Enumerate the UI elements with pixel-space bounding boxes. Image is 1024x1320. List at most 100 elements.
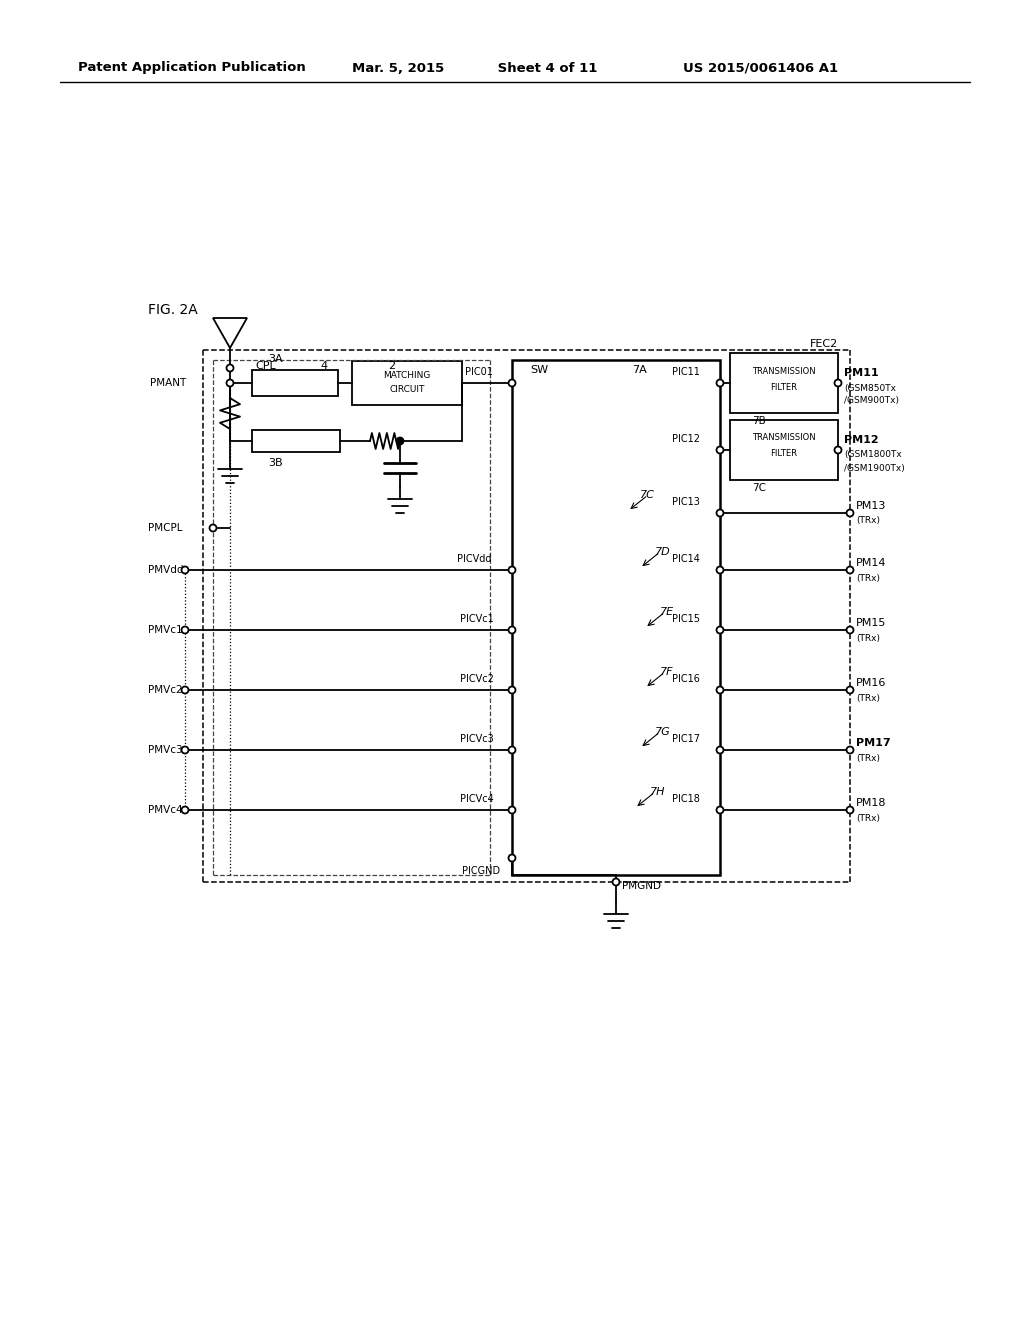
Text: (GSM1800Tx: (GSM1800Tx [844,450,902,459]
Circle shape [509,854,515,862]
Text: 2: 2 [388,360,395,371]
Text: PIC15: PIC15 [672,614,700,624]
Text: 7A: 7A [632,366,647,375]
Text: (GSM850Tx: (GSM850Tx [844,384,896,392]
Text: PM13: PM13 [856,502,887,511]
Text: PMVc1: PMVc1 [148,624,182,635]
Text: /GSM1900Tx): /GSM1900Tx) [844,463,905,473]
Text: (TRx): (TRx) [856,693,880,702]
Text: 3B: 3B [268,458,283,469]
Text: 7C: 7C [752,483,766,492]
Circle shape [717,627,724,634]
Text: PIC17: PIC17 [672,734,700,744]
Circle shape [612,879,620,886]
Circle shape [509,627,515,634]
Circle shape [509,380,515,387]
Text: 7F: 7F [660,667,674,677]
Text: PIC11: PIC11 [672,367,699,378]
Text: TRANSMISSION: TRANSMISSION [753,367,816,375]
Text: US 2015/0061406 A1: US 2015/0061406 A1 [683,62,838,74]
Text: PM15: PM15 [856,618,887,628]
Text: 4: 4 [319,360,327,371]
Circle shape [847,627,853,634]
Text: PIC13: PIC13 [672,498,699,507]
Text: TRANSMISSION: TRANSMISSION [753,433,816,442]
Text: (TRx): (TRx) [856,754,880,763]
Text: SW: SW [530,366,548,375]
FancyBboxPatch shape [512,360,720,875]
FancyBboxPatch shape [730,352,838,413]
Circle shape [181,627,188,634]
Text: PICVc2: PICVc2 [460,675,494,684]
Text: 7E: 7E [660,607,674,616]
Circle shape [847,686,853,693]
Circle shape [509,747,515,754]
Text: PMCPL: PMCPL [148,523,182,533]
Text: CPL: CPL [255,360,275,371]
Text: PM11: PM11 [844,368,879,378]
Circle shape [226,364,233,371]
Text: 7B: 7B [752,416,766,426]
Circle shape [717,446,724,454]
Circle shape [717,566,724,573]
Text: 7G: 7G [655,727,671,737]
Text: PMVdd: PMVdd [148,565,183,576]
FancyBboxPatch shape [730,420,838,480]
Circle shape [717,747,724,754]
Circle shape [717,686,724,693]
Text: CIRCUIT: CIRCUIT [389,384,425,393]
Text: PM12: PM12 [844,436,879,445]
Text: (TRx): (TRx) [856,516,880,525]
Text: PM16: PM16 [856,678,887,688]
Text: MATCHING: MATCHING [383,371,431,380]
Text: PM17: PM17 [856,738,891,748]
Text: PICVc4: PICVc4 [460,795,494,804]
Circle shape [210,524,216,532]
Text: FILTER: FILTER [770,450,798,458]
Text: PM14: PM14 [856,558,887,568]
Text: PICGND: PICGND [462,866,500,876]
Circle shape [396,437,403,445]
Text: PIC18: PIC18 [672,795,699,804]
Text: FILTER: FILTER [770,383,798,392]
Text: (TRx): (TRx) [856,813,880,822]
Circle shape [509,686,515,693]
Text: PMVc4: PMVc4 [148,805,182,814]
Text: PICVc1: PICVc1 [460,614,494,624]
Circle shape [847,807,853,813]
Text: Patent Application Publication: Patent Application Publication [78,62,306,74]
FancyBboxPatch shape [252,370,338,396]
Circle shape [835,380,842,387]
Text: /GSM900Tx): /GSM900Tx) [844,396,899,405]
Text: 7D: 7D [655,546,671,557]
Text: PICVdd: PICVdd [457,554,492,564]
Text: PMANT: PMANT [150,378,186,388]
Circle shape [717,807,724,813]
Text: PIC12: PIC12 [672,434,700,444]
Circle shape [717,380,724,387]
Text: FEC2: FEC2 [810,339,839,348]
Circle shape [181,686,188,693]
Circle shape [181,566,188,573]
Circle shape [509,566,515,573]
Text: 7C: 7C [640,490,655,500]
Text: PMVc3: PMVc3 [148,744,182,755]
Text: Sheet 4 of 11: Sheet 4 of 11 [493,62,597,74]
Circle shape [717,510,724,516]
Circle shape [847,566,853,573]
Text: PMGND: PMGND [622,880,662,891]
Text: 3A: 3A [268,354,283,364]
Circle shape [847,747,853,754]
Text: (TRx): (TRx) [856,573,880,582]
Text: PIC16: PIC16 [672,675,699,684]
Text: FIG. 2A: FIG. 2A [148,304,198,317]
FancyBboxPatch shape [252,430,340,451]
Circle shape [226,380,233,387]
Circle shape [509,807,515,813]
Circle shape [181,747,188,754]
Circle shape [181,807,188,813]
Circle shape [847,510,853,516]
Text: PM18: PM18 [856,799,887,808]
Circle shape [835,446,842,454]
Text: PIC14: PIC14 [672,554,699,564]
